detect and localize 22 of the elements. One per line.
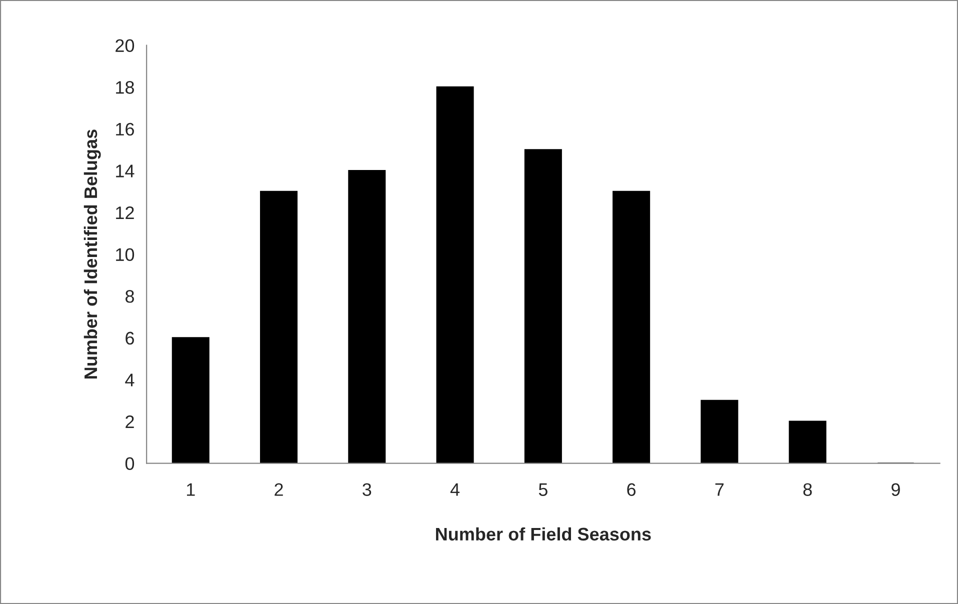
x-axis-title: Number of Field Seasons <box>436 527 651 541</box>
x-tick-label: 3 <box>362 483 372 496</box>
y-tick-label: 10 <box>116 248 134 262</box>
y-tick-label: 8 <box>126 290 134 303</box>
x-tick-label: 7 <box>715 483 724 496</box>
y-tick-label: 0 <box>125 457 134 470</box>
x-tick-label: 8 <box>803 483 812 496</box>
y-tick-label: 12 <box>116 206 134 220</box>
y-tick-label: 18 <box>116 81 134 94</box>
y-tick-label: 16 <box>116 122 134 136</box>
x-tick-label: 9 <box>892 483 900 496</box>
y-tick-label: 14 <box>116 164 134 178</box>
x-tick-label: 5 <box>538 483 548 496</box>
y-tick-label: 20 <box>116 39 134 52</box>
x-tick-label: 4 <box>450 483 460 496</box>
y-tick-label: 6 <box>126 332 134 345</box>
x-tick-label: 1 <box>187 483 195 496</box>
y-tick-label: 4 <box>125 374 134 386</box>
y-axis-title: Number of Identified Belugas <box>84 130 101 378</box>
x-tick-label: 2 <box>274 483 283 496</box>
x-tick-label: 6 <box>627 483 636 496</box>
y-tick-label: 2 <box>126 415 134 428</box>
